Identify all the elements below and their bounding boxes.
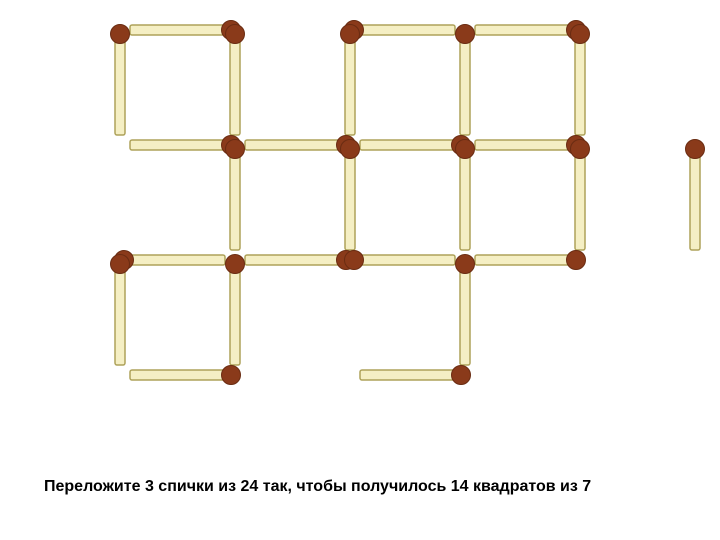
match-head	[111, 255, 130, 274]
match-head	[571, 140, 590, 159]
match-head	[226, 255, 245, 274]
match-head	[226, 140, 245, 159]
match-head	[341, 140, 360, 159]
match-head	[567, 251, 586, 270]
match-head	[456, 255, 475, 274]
match-head	[345, 251, 364, 270]
match	[456, 255, 475, 366]
match-head	[222, 366, 241, 385]
match-head	[456, 140, 475, 159]
match	[475, 251, 586, 270]
match	[456, 25, 475, 136]
match	[571, 140, 590, 251]
match	[341, 25, 360, 136]
match	[130, 136, 241, 155]
match	[226, 140, 245, 251]
match-head	[111, 25, 130, 44]
match	[475, 21, 586, 40]
match	[360, 136, 471, 155]
match	[226, 25, 245, 136]
match	[686, 140, 705, 251]
match	[341, 140, 360, 251]
match	[571, 25, 590, 136]
match-head	[571, 25, 590, 44]
match	[111, 255, 130, 366]
match	[130, 21, 241, 40]
match	[345, 251, 456, 270]
puzzle-caption: Переложите 3 спички из 24 так, чтобы пол…	[44, 478, 591, 496]
matchstick-diagram	[0, 0, 720, 540]
match	[475, 136, 586, 155]
match	[245, 251, 356, 270]
match-head	[452, 366, 471, 385]
match	[226, 255, 245, 366]
match-head	[686, 140, 705, 159]
match	[111, 25, 130, 136]
match	[360, 366, 471, 385]
match	[245, 136, 356, 155]
match	[115, 251, 226, 270]
match	[456, 140, 475, 251]
match-head	[456, 25, 475, 44]
match	[130, 366, 241, 385]
match	[345, 21, 456, 40]
match-head	[341, 25, 360, 44]
match-head	[226, 25, 245, 44]
